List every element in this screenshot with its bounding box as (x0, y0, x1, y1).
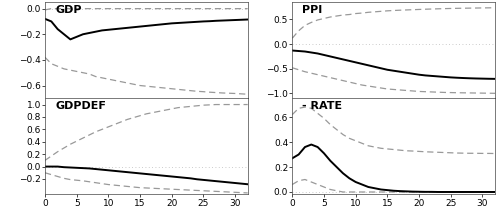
Text: PPI: PPI (302, 5, 322, 15)
Text: GDPDEF: GDPDEF (55, 101, 106, 111)
Text: - RATE: - RATE (302, 101, 343, 111)
Text: GDP: GDP (55, 5, 82, 15)
